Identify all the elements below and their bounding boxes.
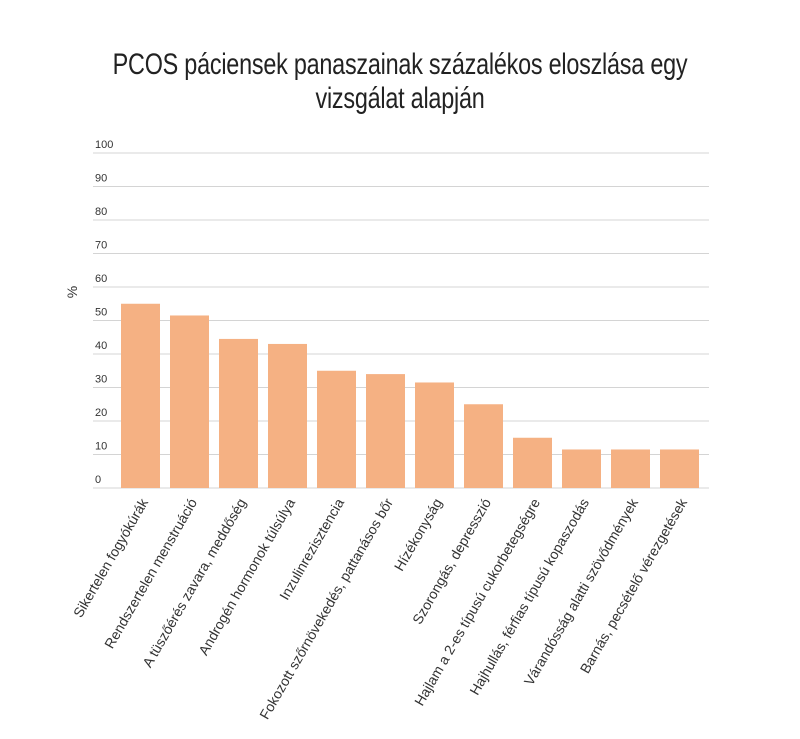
y-tick-label: 100	[95, 139, 113, 151]
x-category-label: Hízékonyság	[391, 496, 445, 574]
x-category-label: A tüszőérés zavara, meddőség	[139, 496, 249, 670]
y-tick-label: 20	[95, 407, 107, 419]
bar	[268, 343, 307, 488]
bar	[464, 404, 503, 488]
bar	[317, 370, 356, 488]
bar	[415, 382, 454, 488]
y-tick-label: 50	[95, 307, 107, 319]
x-category-label: Androgén hormonok túlsúlya	[195, 495, 298, 658]
y-tick-label: 70	[95, 240, 107, 252]
x-category-label: Rendszertelen menstruáció	[101, 495, 200, 651]
bar	[366, 374, 405, 488]
bar	[513, 437, 552, 488]
y-axis-label: %	[64, 286, 80, 298]
bar	[170, 315, 209, 488]
bar	[219, 338, 258, 488]
chart-title: PCOS páciensek panaszainak százalékos el…	[112, 48, 688, 115]
y-tick-label: 0	[95, 474, 101, 486]
bar	[562, 449, 601, 488]
y-tick-label: 30	[95, 374, 107, 386]
y-tick-label: 40	[95, 340, 107, 352]
bars	[121, 303, 699, 488]
y-tick-label: 60	[95, 273, 107, 285]
bar	[660, 449, 699, 488]
y-tick-label: 90	[95, 173, 107, 185]
bar	[121, 303, 160, 488]
y-axis-ticks: 0 10 20 30 40 50 60 70 80 90 100	[95, 139, 113, 486]
y-tick-label: 10	[95, 441, 107, 453]
bar	[611, 449, 650, 488]
y-tick-label: 80	[95, 206, 107, 218]
